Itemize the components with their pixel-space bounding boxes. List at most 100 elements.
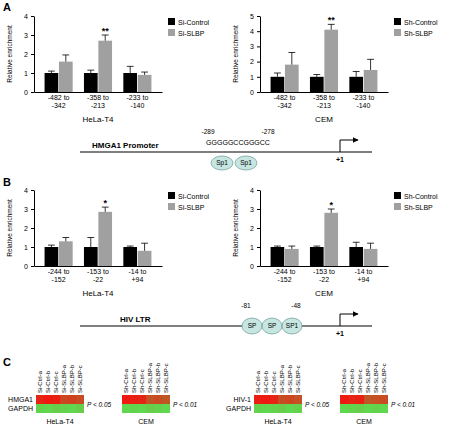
bar [84, 73, 98, 92]
y-axis-title: Relative enrichment [232, 199, 239, 257]
column-label: Si-SLBP-b [287, 364, 293, 393]
tss-arrow [340, 140, 358, 152]
axis-line [261, 92, 389, 93]
column-label: Si-SLBP-c [77, 365, 83, 393]
legend-label: Si-Control [178, 193, 210, 200]
heat-cell [68, 395, 76, 404]
tick-label: 2 [24, 51, 28, 58]
tick: 1 [250, 74, 260, 81]
tick-mark [31, 209, 34, 210]
tick-label: -14 to+94 [128, 268, 146, 283]
diagram-title: HMGA1 Promoter [92, 141, 159, 150]
axis-line [34, 191, 35, 267]
position: -48 [291, 302, 301, 309]
bar [59, 62, 73, 92]
tick: 4 [250, 28, 260, 35]
error-bar [127, 66, 134, 73]
tick-label: 2 [250, 225, 254, 232]
bar [310, 247, 324, 266]
tick-label: 0 [250, 89, 254, 96]
legend-swatch [168, 18, 175, 25]
legend: Si-ControlSi-SLBP [168, 192, 210, 211]
tick-mark [31, 92, 34, 93]
y-axis: 01234 [24, 13, 34, 96]
heat-cell [138, 404, 146, 413]
x-axis-title: HeLa-T4 [46, 418, 73, 425]
tick-label: 4 [24, 13, 28, 20]
column-label: Sh-SLBP-a [147, 362, 153, 393]
heatmap: Sh-Ctrl-aSh-Ctrl-bSh-Ctrl-cSh-SLBP-aSh-S… [340, 362, 416, 425]
error-bar [274, 246, 281, 248]
diagram-title: HIV LTR [120, 315, 151, 324]
bar [123, 247, 137, 266]
heat-cell [146, 395, 154, 404]
axis-line [261, 266, 389, 267]
tick: -14 to+94 [128, 266, 146, 283]
y-axis-title: Relative enrichment [6, 25, 13, 83]
tick-mark [257, 209, 260, 210]
tick-label: 2 [250, 58, 254, 65]
tick-mark [31, 228, 34, 229]
tick: 3 [24, 32, 34, 39]
tick-mark [31, 16, 34, 17]
heat-cell [278, 395, 286, 404]
heat-cell [340, 404, 348, 413]
x-axis-title: HeLa-T4 [82, 289, 114, 298]
column-label: Sh-Ctrl-c [357, 369, 363, 393]
column-label: Sh-Ctrl-b [349, 368, 355, 393]
axis-line [35, 266, 163, 267]
factor [262, 318, 282, 334]
figure: ABC01234-482 to-342-358 to-213-233 to-14… [0, 0, 453, 435]
heat-cell [294, 395, 302, 404]
y-axis-title: Relative enrichment [232, 25, 239, 83]
heat-cell [364, 395, 372, 404]
heat-cell [278, 404, 286, 413]
tick-label: 3 [24, 32, 28, 39]
tick-label: -14 to+94 [354, 268, 372, 283]
heat-cell [60, 395, 68, 404]
column-label: Si-SLBP-b [69, 364, 75, 393]
tick: -233 to-140 [352, 92, 374, 109]
bar [364, 249, 378, 266]
tick-label: 2 [24, 225, 28, 232]
dna [80, 151, 372, 152]
tss-arrow [340, 314, 358, 326]
error-bar [48, 71, 55, 73]
heatmap: Si-Ctrl-aSi-Ctrl-bSi-Ctrl-cSi-SLBP-aSi-S… [8, 364, 111, 425]
tick-mark [257, 62, 260, 63]
y-axis: 012345 [250, 13, 260, 96]
factor-label: Sp1 [240, 159, 252, 167]
bar [324, 30, 338, 92]
bars [271, 209, 378, 266]
error-bar [353, 71, 360, 76]
heat-cell [356, 404, 364, 413]
heat-cell [162, 395, 170, 404]
legend-label: Sh-SLBP [404, 204, 433, 211]
tick: -244 to-152 [48, 266, 70, 283]
bar [45, 73, 59, 92]
tick: 1 [24, 70, 34, 77]
p-value: P < 0.05 [305, 401, 330, 408]
tick-label: 4 [250, 28, 254, 35]
tick-label: -358 to-213 [87, 94, 109, 109]
heat-cell [52, 404, 60, 413]
column-label: Sh-Ctrl-c [139, 369, 145, 393]
tick: 2 [250, 58, 260, 65]
bars [45, 207, 152, 266]
panel-label: B [3, 176, 11, 188]
tss-label: +1 [336, 330, 344, 337]
heat-cell [356, 395, 364, 404]
heat-cell [154, 395, 162, 404]
x-axis: -244 to-152-153 to-22-14 to+94 [261, 266, 389, 283]
heat-cell [36, 404, 44, 413]
bar [45, 247, 59, 266]
error-bar [48, 245, 55, 247]
bar [138, 75, 152, 92]
heat-cell [44, 395, 52, 404]
x-axis-title: CEM [138, 418, 154, 425]
heat-cell [138, 395, 146, 404]
bar-chart: 01234-244 to-152-153 to-22-14 to+94*Rela… [232, 187, 438, 298]
bar-chart: 012345-482 to-342-358 to-213-233 to-140*… [232, 13, 438, 124]
heat-cell [146, 404, 154, 413]
bar [349, 77, 363, 92]
